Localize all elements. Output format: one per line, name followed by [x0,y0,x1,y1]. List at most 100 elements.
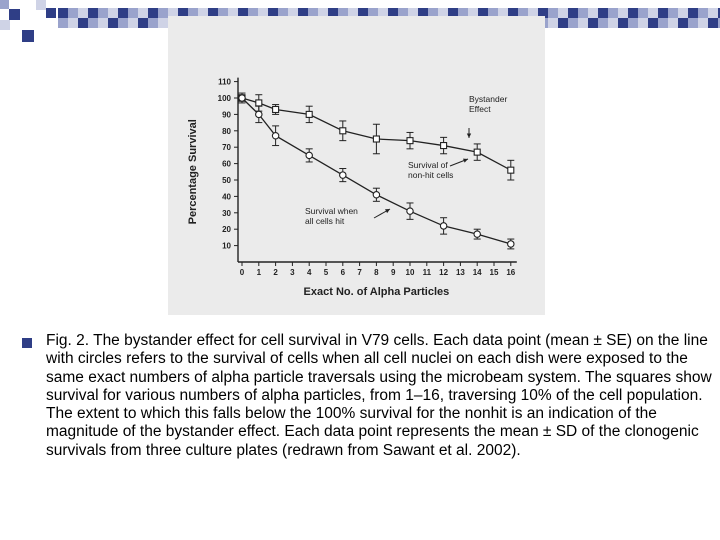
data-point-circle [339,171,347,179]
band-square [308,8,318,18]
data-point-circle [439,222,448,230]
band-square [88,18,98,28]
band-square [598,18,608,28]
series-line-square [241,97,512,171]
x-tick-label: 16 [506,268,515,277]
band-square [608,18,618,28]
band-square [678,18,688,28]
annotation-label: Survival of non-hit cells [408,160,453,180]
band-square [538,8,548,18]
band-square [528,8,538,18]
y-tick-label: 100 [218,94,232,103]
band-square [98,8,108,18]
x-tick-label: 7 [357,268,362,277]
band-square [138,18,148,28]
band-square [22,30,34,42]
band-square [338,8,348,18]
data-point-circle [507,240,515,248]
y-axis-label: Percentage Survival [187,119,199,224]
band-square [618,8,628,18]
band-square [368,8,378,18]
x-tick-label: 12 [439,268,448,277]
x-tick-label: 14 [473,268,482,277]
band-square [208,8,218,18]
x-tick-label: 13 [456,268,465,277]
band-square [468,8,478,18]
band-square [198,8,208,18]
x-tick-label: 3 [290,268,295,277]
band-square [548,8,558,18]
x-tick-label: 4 [307,268,312,277]
band-square [378,8,388,18]
x-tick-label: 9 [391,268,396,277]
band-square [558,18,568,28]
band-square [588,18,598,28]
data-point-square [440,142,448,150]
band-square [68,8,78,18]
band-square [648,18,658,28]
band-square [348,8,358,18]
band-square [278,8,288,18]
data-point-square [272,105,280,114]
y-tick-label: 40 [222,192,231,201]
band-square [248,8,258,18]
band-square [98,18,108,28]
band-square [588,8,598,18]
data-point-square [305,110,313,118]
band-square [598,8,608,18]
x-tick-label: 1 [257,268,262,277]
band-square [298,8,308,18]
band-square [448,8,458,18]
x-tick-label: 11 [423,268,432,277]
band-square [418,8,428,18]
x-tick-label: 0 [240,268,245,277]
band-square [0,20,10,30]
band-square [608,8,618,18]
annotation-arrowhead [385,209,390,214]
x-tick-label: 10 [406,268,415,277]
bullet-marker [22,338,32,348]
band-square [36,0,46,10]
band-square [128,8,138,18]
band-square [388,8,398,18]
data-point-circle [473,230,481,238]
band-square [68,18,78,28]
band-square [228,8,238,18]
band-square [108,18,118,28]
x-tick-label: 2 [273,268,278,277]
band-square [648,8,658,18]
band-square [238,8,248,18]
band-square [628,18,638,28]
data-point-circle [238,94,246,102]
band-square [708,8,718,18]
band-square [508,8,518,18]
band-square [168,8,178,18]
band-square [668,8,678,18]
band-square [638,8,648,18]
band-square [9,9,20,20]
chart-figure: 10 20 30 40 50 60 70 80 90 100 110 0 1 2 3 4 5 6 7 8 9 10 11 12… [168,16,545,315]
annotation-arrowhead [466,133,472,138]
band-square [318,8,328,18]
annotation-arrowhead [463,158,468,163]
band-square [668,18,678,28]
band-square [268,8,278,18]
band-square [548,18,558,28]
band-square [158,18,168,28]
y-tick-label: 60 [222,160,231,169]
band-square [58,18,68,28]
band-square [0,0,9,9]
band-square [568,18,578,28]
series-line-circle [241,97,511,245]
band-square [128,18,138,28]
band-square [178,8,188,18]
band-square [658,8,668,18]
data-point-square [372,135,380,143]
y-tick-label: 10 [222,242,231,251]
band-square [558,8,568,18]
data-point-square [255,99,263,107]
band-square [698,8,708,18]
x-tick-label: 8 [374,268,379,277]
band-square [108,8,118,18]
y-tick-label: 70 [222,143,231,152]
